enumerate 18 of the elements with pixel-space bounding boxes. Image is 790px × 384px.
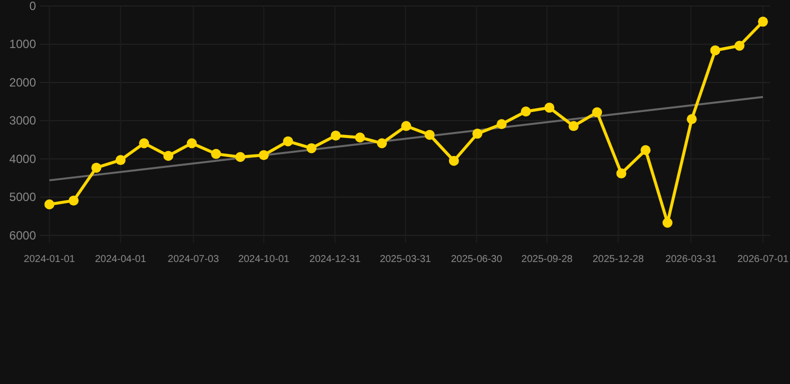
x-tick-label: 2024-10-01 bbox=[238, 254, 290, 265]
y-tick-label: 2000 bbox=[9, 75, 36, 90]
x-tick-label: 2024-01-01 bbox=[24, 254, 76, 265]
x-tick-label: 2024-07-03 bbox=[168, 254, 220, 265]
x-tick-label: 2025-12-28 bbox=[592, 254, 644, 265]
x-tick-label: 2024-12-31 bbox=[309, 254, 361, 265]
y-tick-label: 4000 bbox=[9, 152, 36, 166]
y-tick-label: 5000 bbox=[9, 190, 36, 204]
y-tick-label: 1000 bbox=[9, 37, 36, 52]
x-tick-label: 2025-09-28 bbox=[521, 254, 574, 265]
y-tick-label: 6000 bbox=[9, 228, 36, 242]
y-tick-label: 0 bbox=[29, 0, 36, 13]
x-tick-label: 2025-06-30 bbox=[451, 254, 503, 265]
x-tick-label: 2024-04-01 bbox=[95, 254, 147, 265]
x-tick-label: 2026-07-01 bbox=[737, 254, 789, 265]
y-tick-label: 3000 bbox=[9, 114, 36, 128]
x-tick-label: 2026-03-31 bbox=[665, 254, 717, 265]
x-tick-label: 2025-03-31 bbox=[380, 254, 432, 265]
